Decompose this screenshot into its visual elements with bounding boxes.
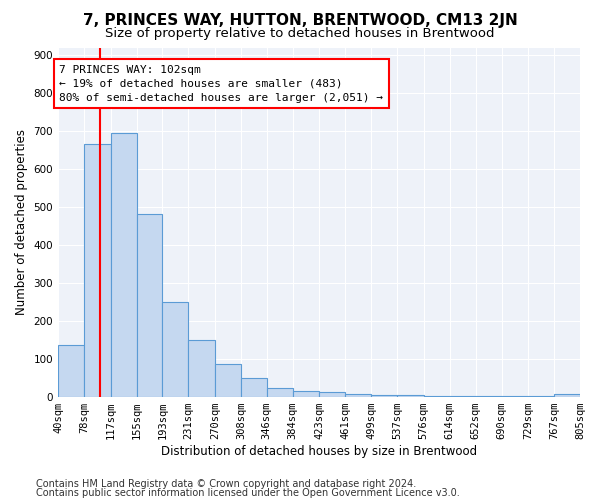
Bar <box>84 144 110 396</box>
Text: 7 PRINCES WAY: 102sqm
← 19% of detached houses are smaller (483)
80% of semi-det: 7 PRINCES WAY: 102sqm ← 19% of detached … <box>59 64 383 102</box>
Bar <box>241 378 267 396</box>
Y-axis label: Number of detached properties: Number of detached properties <box>15 129 28 315</box>
Bar <box>58 346 84 397</box>
Bar <box>293 391 319 396</box>
Bar <box>554 394 580 396</box>
Bar <box>371 395 397 396</box>
Bar <box>188 340 215 396</box>
Bar <box>319 392 345 396</box>
Bar <box>345 394 371 396</box>
Text: Size of property relative to detached houses in Brentwood: Size of property relative to detached ho… <box>105 28 495 40</box>
Bar <box>110 133 137 396</box>
Bar <box>267 388 293 396</box>
Text: Contains public sector information licensed under the Open Government Licence v3: Contains public sector information licen… <box>36 488 460 498</box>
Text: 7, PRINCES WAY, HUTTON, BRENTWOOD, CM13 2JN: 7, PRINCES WAY, HUTTON, BRENTWOOD, CM13 … <box>83 12 517 28</box>
Bar <box>215 364 241 396</box>
X-axis label: Distribution of detached houses by size in Brentwood: Distribution of detached houses by size … <box>161 444 477 458</box>
Text: Contains HM Land Registry data © Crown copyright and database right 2024.: Contains HM Land Registry data © Crown c… <box>36 479 416 489</box>
Bar <box>137 214 163 396</box>
Bar <box>163 302 188 396</box>
